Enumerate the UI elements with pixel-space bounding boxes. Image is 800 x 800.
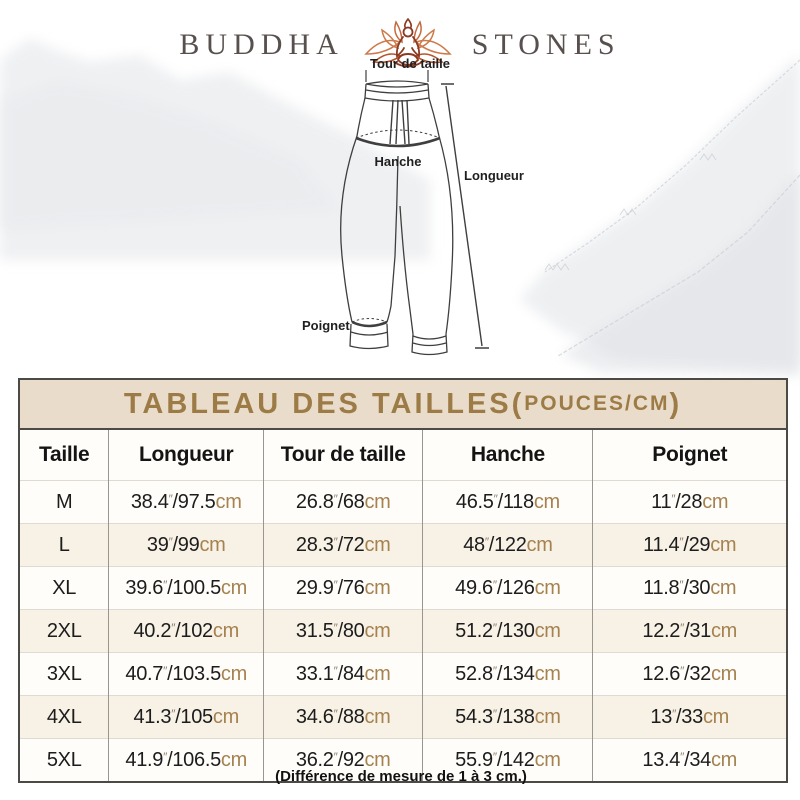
length-label: Longueur — [464, 168, 524, 183]
measure-cell: 28.3″/72cm — [263, 523, 423, 567]
waist-label: Tour de taille — [370, 56, 450, 71]
brand-name-left: BUDDHA — [179, 28, 344, 61]
table-row: 2XL 40.2″/102cm 31.5″/80cm 51.2″/130cm 12.2″… — [20, 609, 786, 653]
table-row: M 38.4″/97.5cm 26.8″/68cm 46.5″/118cm 11″/28… — [20, 480, 786, 524]
brand-header: BUDDHA STONES — [0, 16, 800, 74]
title-close: ) — [669, 387, 683, 420]
measure-cell: 49.6″/126cm — [422, 566, 593, 610]
measure-cell: 39″/99cm — [108, 523, 264, 567]
measure-cell: 34.6″/88cm — [263, 695, 423, 739]
measure-cell: 55.9″/142cm — [422, 738, 593, 781]
measure-cell: 12.2″/31cm — [592, 609, 786, 653]
column-header-size: Taille — [20, 430, 109, 481]
brand-name-right: STONES — [471, 28, 621, 61]
size-label: 3XL — [20, 652, 109, 696]
table-row: 4XL 41.3″/105cm 34.6″/88cm 54.3″/138cm 13″/3… — [20, 695, 786, 739]
measure-cell: 11″/28cm — [592, 480, 786, 524]
measurement-tolerance-note: (Différence de mesure de 1 à 3 cm.) — [275, 768, 527, 785]
size-label: 2XL — [20, 609, 109, 653]
size-table: TABLEAU DES TAILLES(POUCES/CM) Taille Lo… — [18, 378, 788, 783]
measure-cell: 41.3″/105cm — [108, 695, 264, 739]
measure-cell: 38.4″/97.5cm — [108, 480, 264, 524]
measure-cell: 12.6″/32cm — [592, 652, 786, 696]
cuff-label: Poignet — [302, 318, 350, 333]
pants-line-drawing — [340, 70, 489, 356]
measure-cell: 40.7″/103.5cm — [108, 652, 264, 696]
measure-cell: 36.2″/92cm — [263, 738, 423, 781]
measure-cell: 52.8″/134cm — [422, 652, 593, 696]
column-header-length: Longueur — [108, 430, 264, 481]
measure-cell: 48″/122cm — [422, 523, 593, 567]
size-label: L — [20, 523, 109, 567]
measure-cell: 29.9″/76cm — [263, 566, 423, 610]
size-label: XL — [20, 566, 109, 610]
table-row: 3XL 40.7″/103.5cm 33.1″/84cm 52.8″/134cm 12.… — [20, 652, 786, 696]
measure-cell: 41.9″/106.5cm — [108, 738, 264, 781]
table-row: XL 39.6″/100.5cm 29.9″/76cm 49.6″/126cm 11.8… — [20, 566, 786, 610]
column-header-cuff: Poignet — [592, 430, 786, 481]
table-header-row: Taille Longueur Tour de taille Hanche Po… — [20, 430, 786, 481]
measure-cell: 11.8″/30cm — [592, 566, 786, 610]
size-label: 5XL — [20, 738, 109, 781]
size-label: M — [20, 480, 109, 524]
size-table-body: M 38.4″/97.5cm 26.8″/68cm 46.5″/118cm 11″/28… — [20, 480, 786, 781]
measure-cell: 26.8″/68cm — [263, 480, 423, 524]
measure-cell: 39.6″/100.5cm — [108, 566, 264, 610]
column-header-waist: Tour de taille — [263, 430, 423, 481]
size-table-title: TABLEAU DES TAILLES(POUCES/CM) — [20, 380, 786, 430]
measure-cell: 40.2″/102cm — [108, 609, 264, 653]
hip-label: Hanche — [374, 154, 422, 169]
lotus-meditation-icon — [363, 18, 452, 68]
size-label: 4XL — [20, 695, 109, 739]
measure-cell: 11.4″/29cm — [592, 523, 786, 567]
table-row: L 39″/99cm 28.3″/72cm 48″/122cm 11.4″/29cm — [20, 523, 786, 567]
title-main: TABLEAU DES TAILLES( — [123, 387, 525, 420]
measure-cell: 54.3″/138cm — [422, 695, 593, 739]
measure-cell: 46.5″/118cm — [422, 480, 593, 524]
measure-cell: 13″/33cm — [592, 695, 786, 739]
title-units: POUCES/CM — [524, 392, 670, 415]
measure-cell: 31.5″/80cm — [263, 609, 423, 653]
table-row: 5XL 41.9″/106.5cm 36.2″/92cm 55.9″/142cm 13.… — [20, 738, 786, 781]
measure-cell: 33.1″/84cm — [263, 652, 423, 696]
column-header-hip: Hanche — [422, 430, 593, 481]
pants-measurement-diagram: Tour de taille Hanche Longueur Poignet — [278, 56, 542, 372]
measure-cell: 51.2″/130cm — [422, 609, 593, 653]
measure-cell: 13.4″/34cm — [592, 738, 786, 781]
